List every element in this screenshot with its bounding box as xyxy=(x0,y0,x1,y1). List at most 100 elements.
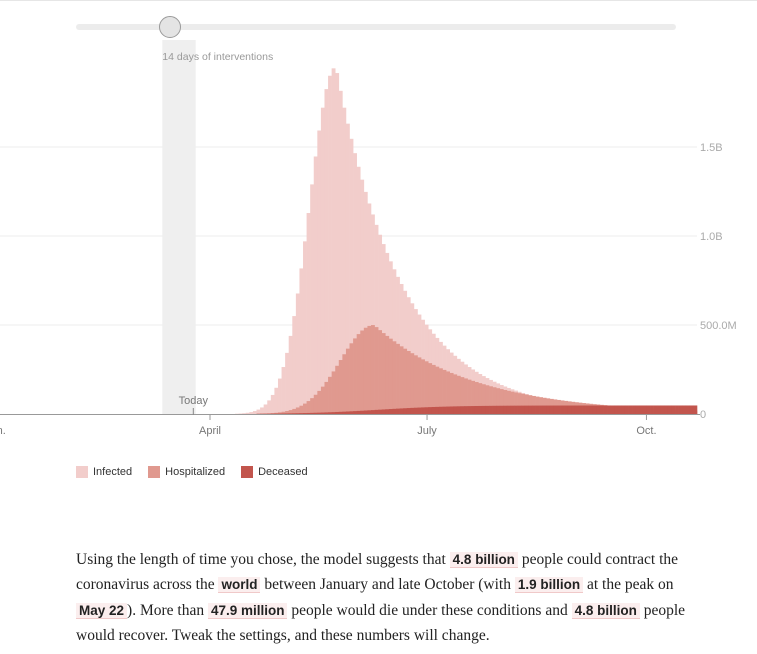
infected-bar xyxy=(381,244,386,414)
infected-bar xyxy=(331,68,336,415)
deaths-value: 47.9 million xyxy=(207,602,288,619)
deceased-bar xyxy=(471,406,476,414)
summary-text-4: at the peak on xyxy=(586,576,674,593)
today-label: Today xyxy=(179,395,209,407)
deceased-bar xyxy=(421,407,425,414)
infected-bar xyxy=(242,413,247,414)
legend-item-deceased: Deceased xyxy=(241,466,308,478)
deceased-bar xyxy=(592,405,597,414)
deceased-bar xyxy=(589,405,594,414)
infected-bar xyxy=(363,191,368,414)
hospitalized-bar xyxy=(467,379,472,414)
hospitalized-bar xyxy=(306,401,311,414)
deceased-bar xyxy=(578,405,583,414)
hospitalized-bar xyxy=(503,389,508,414)
infected-bar xyxy=(267,400,272,414)
deceased-bar xyxy=(660,405,665,414)
deceased-bar xyxy=(496,405,501,414)
hospitalized-bar xyxy=(385,335,390,414)
infected-bar xyxy=(324,89,329,414)
hospitalized-bar xyxy=(410,353,415,414)
deceased-bar xyxy=(582,405,586,414)
hospitalized-bar xyxy=(367,325,372,414)
hospitalized-bar xyxy=(320,386,325,414)
recovered-value: 4.8 billion xyxy=(571,602,640,619)
deceased-bar xyxy=(524,405,529,414)
infected-bar xyxy=(274,387,279,414)
deceased-bar xyxy=(277,413,282,414)
deceased-bar xyxy=(388,409,393,414)
deceased-bar xyxy=(614,405,619,414)
hospitalized-bar xyxy=(496,388,501,414)
infected-bar xyxy=(285,352,290,414)
legend-swatch-deceased xyxy=(241,466,254,478)
summary-text-1: Using the length of time you chose, the … xyxy=(76,550,446,568)
deceased-bar xyxy=(528,405,533,414)
infected-bar xyxy=(263,404,268,414)
infected-bar xyxy=(345,123,350,414)
hospitalized-bar xyxy=(317,390,322,414)
hospitalized-bar xyxy=(295,407,300,414)
hospitalized-bar xyxy=(442,369,447,414)
region-value: world xyxy=(218,577,261,593)
deceased-bar xyxy=(431,406,436,414)
hospitalized-bar xyxy=(285,411,290,414)
infected-bar xyxy=(281,367,286,414)
x-tick-label: July xyxy=(417,425,437,437)
hospitalized-bar xyxy=(345,348,350,414)
deceased-bar xyxy=(599,405,604,414)
deceased-bar xyxy=(617,405,622,414)
infected-bar xyxy=(306,213,311,414)
deceased-bar xyxy=(299,413,304,414)
hospitalized-bar xyxy=(328,376,332,414)
deceased-bar xyxy=(624,405,629,414)
y-tick-label: 0 xyxy=(700,409,706,421)
hospitalized-bar xyxy=(499,389,504,414)
deceased-bar xyxy=(517,405,522,414)
deceased-bar xyxy=(489,405,493,414)
hospitalized-bar xyxy=(310,398,315,414)
hospitalized-bar xyxy=(510,391,515,414)
deceased-bar xyxy=(406,408,411,414)
deceased-bar xyxy=(370,410,375,414)
deceased-bar xyxy=(678,405,683,414)
deceased-bar xyxy=(521,405,526,414)
deceased-bar xyxy=(503,405,508,414)
deceased-bar xyxy=(464,406,468,414)
deceased-bar xyxy=(378,409,383,414)
legend-swatch-infected xyxy=(76,466,88,478)
hospitalized-bar xyxy=(388,338,393,414)
deceased-bar xyxy=(610,405,615,414)
infected-bar xyxy=(299,268,304,414)
infected-bar xyxy=(260,407,264,414)
deceased-bar xyxy=(385,409,390,414)
hospitalized-bar xyxy=(360,330,365,414)
infected-bar xyxy=(374,224,379,414)
deceased-bar xyxy=(456,406,461,414)
deceased-bar xyxy=(685,405,690,414)
hospitalized-bar xyxy=(417,357,422,414)
hospitalized-bar xyxy=(449,372,454,414)
deceased-bar xyxy=(317,412,322,414)
infected-bar xyxy=(295,293,300,414)
intervention-slider-track[interactable] xyxy=(76,24,676,30)
deceased-bar xyxy=(535,405,540,414)
intervention-slider-handle[interactable] xyxy=(159,16,181,38)
deceased-bar xyxy=(506,405,511,414)
infected-bar xyxy=(360,179,365,414)
hospitalized-bar xyxy=(370,325,375,414)
deceased-bar xyxy=(338,411,343,414)
hospitalized-bar xyxy=(517,393,522,414)
deceased-bar xyxy=(650,405,654,414)
deceased-bar xyxy=(288,413,293,414)
deceased-bar xyxy=(435,406,440,414)
summary-paragraph: Using the length of time you chose, the … xyxy=(76,547,686,649)
hospitalized-bar xyxy=(324,381,329,414)
infected-bar xyxy=(356,166,361,414)
deceased-bar xyxy=(374,409,379,414)
hospitalized-bar xyxy=(356,334,361,414)
deceased-bar xyxy=(692,405,697,414)
legend-item-hospitalized: Hospitalized xyxy=(148,466,225,478)
hospitalized-bar xyxy=(353,338,357,414)
summary-text-3: between January and late October (with xyxy=(264,576,511,593)
